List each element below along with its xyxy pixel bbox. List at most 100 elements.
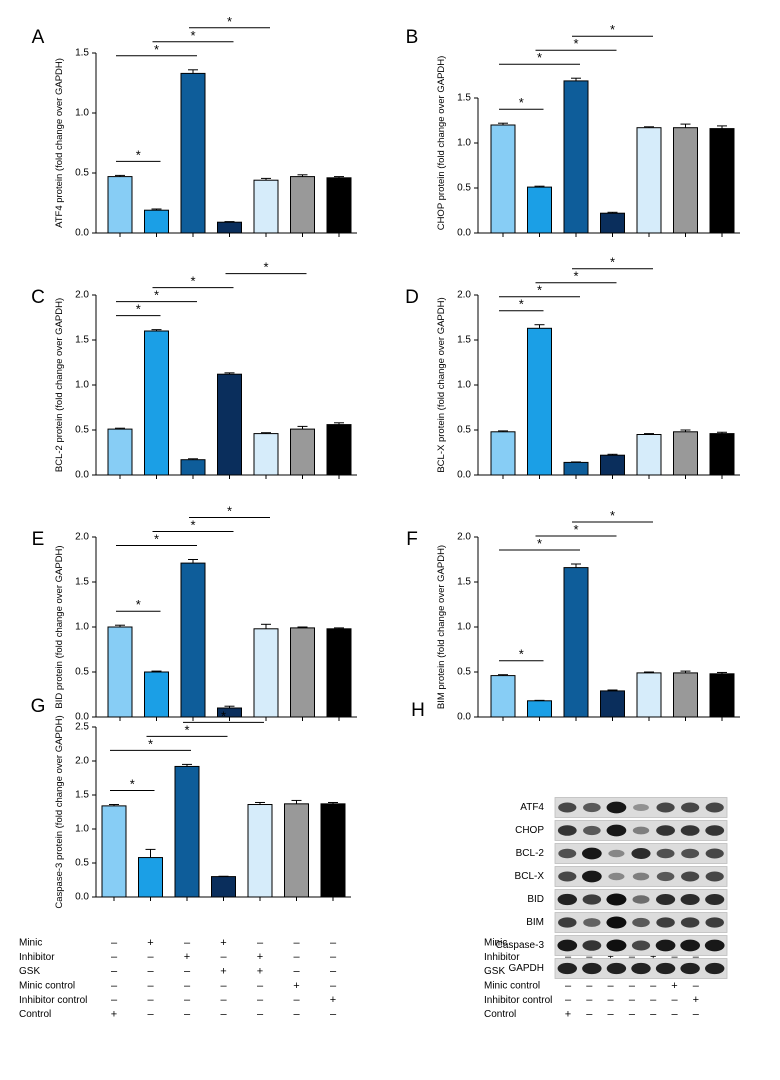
bar	[290, 428, 315, 476]
y-tick-label: 0.5	[75, 858, 89, 869]
treatment-label: Inhibitor	[19, 952, 55, 963]
treatment-mark: –	[693, 1008, 700, 1020]
blot-band	[705, 802, 724, 813]
significance-star: *	[610, 22, 615, 37]
treatment-mark: –	[184, 966, 191, 978]
treatment-mark: –	[220, 951, 227, 963]
significance-star: *	[154, 532, 159, 547]
blot-band	[606, 801, 627, 814]
bar	[144, 671, 169, 718]
bar	[107, 176, 133, 234]
bar	[144, 330, 169, 476]
treatment-mark: –	[608, 1008, 615, 1020]
y-tick-label: 0.0	[75, 892, 89, 903]
blot-band	[558, 871, 577, 882]
blot-band	[680, 962, 700, 975]
significance-star: *	[610, 255, 615, 270]
blot-band	[656, 825, 675, 836]
blot-band	[558, 917, 577, 928]
y-tick-label: 1.5	[457, 335, 471, 346]
bar	[527, 327, 552, 476]
bar	[253, 628, 279, 718]
blot-band	[608, 872, 625, 881]
significance-star: *	[154, 42, 159, 57]
significance-star: *	[537, 50, 542, 65]
blot-band	[606, 962, 627, 975]
bar	[217, 221, 242, 234]
treatment-mark: –	[671, 951, 678, 963]
significance-star: *	[227, 14, 232, 29]
bar	[709, 128, 735, 234]
blot-row-label: BCL-X	[515, 871, 545, 882]
treatment-mark: –	[608, 980, 615, 992]
y-tick-label: 1.0	[457, 138, 471, 149]
treatment-mark: +	[257, 951, 263, 963]
blot-band	[632, 895, 650, 904]
blot-band	[632, 917, 650, 928]
y-tick-label: 2.0	[75, 290, 89, 301]
significance-star: *	[136, 597, 141, 612]
bar	[490, 431, 516, 476]
treatment-mark: –	[111, 937, 118, 949]
blot-band	[680, 825, 700, 836]
blot-band	[606, 893, 627, 906]
chart-panel-f: F 0.0 0.5 1.0 1.5 2.0 BIM protein (fold change…	[406, 508, 740, 723]
chart-panel-a: A 0.0 0.5 1.0 1.5 ATF4 protein (fold change o…	[32, 14, 357, 239]
significance-star: *	[610, 508, 615, 523]
treatment-mark: –	[220, 1008, 227, 1020]
significance-star: *	[136, 302, 141, 317]
treatment-mark: +	[147, 937, 153, 949]
treatment-mark: +	[111, 1008, 117, 1020]
chart-panel-c: C 0.0 0.5 1.0 1.5 2.0 BCL-2 protein (fold chan…	[31, 260, 357, 481]
y-axis-label: BID protein (fold change over GAPDH)	[54, 545, 65, 708]
y-tick-label: 1.5	[75, 577, 89, 588]
blot-band	[606, 824, 627, 837]
treatment-mark: +	[693, 994, 699, 1006]
treatment-mark: –	[184, 980, 191, 992]
treatment-mark: –	[184, 937, 191, 949]
bar	[101, 805, 127, 898]
significance-star: *	[190, 274, 195, 289]
bar	[673, 431, 698, 476]
chart-panel-g: G 0.0 0.5 1.0 1.5 2.0 2.5 Caspase-3 protein (fo…	[31, 696, 351, 909]
significance-star: *	[184, 722, 189, 737]
treatment-mark: –	[111, 951, 118, 963]
significance-star: *	[148, 736, 153, 751]
y-tick-label: 0.5	[457, 183, 471, 194]
bar	[636, 127, 662, 234]
blot-band	[631, 848, 651, 859]
significance-star: *	[537, 536, 542, 551]
significance-star: *	[519, 647, 524, 662]
blot-band	[705, 917, 724, 928]
bar	[636, 672, 662, 718]
treatment-mark: +	[220, 966, 226, 978]
treatment-mark: +	[607, 951, 613, 963]
western-blot-panel: H ATF4 CHOP BCL-2 BCL-X BID BIM Caspase-3 GAPDH	[411, 700, 728, 979]
bar	[174, 765, 200, 898]
y-tick-label: 2.0	[457, 532, 471, 543]
blot-band	[705, 825, 725, 836]
bar	[253, 179, 279, 234]
blot-band	[704, 939, 725, 952]
blot-row-label: BCL-2	[516, 848, 545, 859]
blot-band	[606, 939, 627, 952]
bar	[107, 626, 133, 718]
blot-band	[557, 962, 577, 975]
y-tick-label: 1.0	[75, 824, 89, 835]
significance-star: *	[221, 708, 226, 723]
treatment-mark: –	[293, 994, 300, 1006]
treatment-mark: +	[330, 994, 336, 1006]
blot-band	[655, 962, 676, 975]
blot-band	[582, 894, 602, 905]
y-tick-label: 2.5	[75, 722, 89, 733]
bar	[290, 627, 315, 718]
y-tick-label: 0.5	[75, 667, 89, 678]
treatment-label: Minic control	[484, 981, 540, 992]
treatment-mark: –	[293, 951, 300, 963]
y-tick-label: 1.5	[75, 48, 89, 59]
y-axis-label: BCL-X protein (fold change over GAPDH)	[436, 297, 447, 472]
blot-band	[656, 917, 675, 928]
significance-star: *	[154, 288, 159, 303]
treatment-mark: –	[257, 994, 264, 1006]
bar	[563, 80, 589, 234]
